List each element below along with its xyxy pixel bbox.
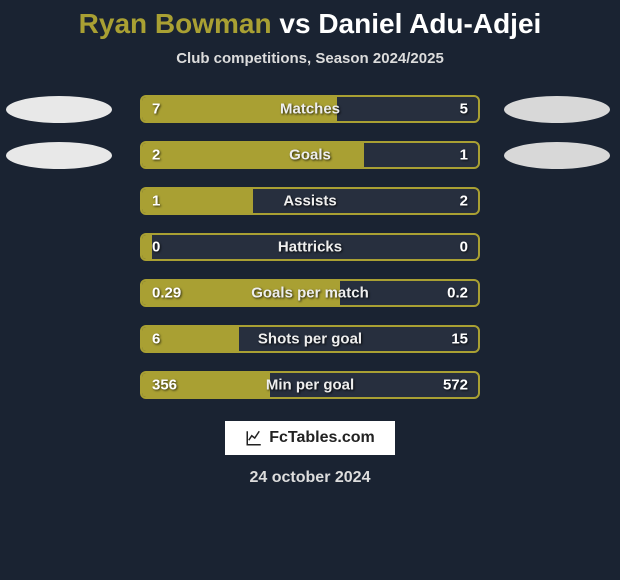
stat-label: Goals — [289, 147, 331, 164]
player2-value: 0.2 — [447, 285, 468, 302]
stat-row: 356 572 Min per goal — [0, 371, 620, 399]
stat-row: 7 5 Matches — [0, 95, 620, 123]
stat-bar: 0.29 0.2 Goals per match — [140, 279, 480, 307]
stat-label: Hattricks — [278, 239, 342, 256]
player1-value: 0.29 — [152, 285, 181, 302]
stat-bar: 1 2 Assists — [140, 187, 480, 215]
stat-row: 2 1 Goals — [0, 141, 620, 169]
stat-bar: 0 0 Hattricks — [140, 233, 480, 261]
stat-rows: 7 5 Matches 2 1 Goals 1 2 Assists 0 0 Hattricks 0.29… — [0, 95, 620, 399]
stat-label: Assists — [283, 193, 336, 210]
player2-fill — [337, 97, 478, 121]
stat-row: 0 0 Hattricks — [0, 233, 620, 261]
stat-label: Shots per goal — [258, 331, 362, 348]
stat-label: Matches — [280, 101, 340, 118]
stat-bar: 2 1 Goals — [140, 141, 480, 169]
player1-fill — [142, 235, 152, 259]
date-text: 24 october 2024 — [250, 469, 371, 487]
player1-value: 6 — [152, 331, 160, 348]
player2-value: 15 — [451, 331, 468, 348]
player1-value: 356 — [152, 377, 177, 394]
comparison-chart: Ryan Bowman vs Daniel Adu-Adjei Club com… — [0, 0, 620, 580]
stat-bar: 7 5 Matches — [140, 95, 480, 123]
player2-value: 2 — [460, 193, 468, 210]
branding-text: FcTables.com — [269, 429, 375, 447]
stat-bar: 6 15 Shots per goal — [140, 325, 480, 353]
player2-value: 5 — [460, 101, 468, 118]
page-title: Ryan Bowman vs Daniel Adu-Adjei — [79, 8, 542, 40]
player2-badge — [504, 142, 610, 169]
chart-line-icon — [245, 429, 263, 447]
stat-row: 1 2 Assists — [0, 187, 620, 215]
player1-badge — [6, 96, 112, 123]
player2-badge — [504, 96, 610, 123]
player2-value: 1 — [460, 147, 468, 164]
subtitle: Club competitions, Season 2024/2025 — [176, 50, 444, 67]
player1-value: 2 — [152, 147, 160, 164]
player2-value: 572 — [443, 377, 468, 394]
stat-bar: 356 572 Min per goal — [140, 371, 480, 399]
player1-name: Ryan Bowman — [79, 8, 272, 39]
player2-name: Daniel Adu-Adjei — [318, 8, 541, 39]
stat-label: Goals per match — [251, 285, 369, 302]
player1-badge — [6, 142, 112, 169]
player1-value: 0 — [152, 239, 160, 256]
vs-text: vs — [279, 8, 310, 39]
stat-row: 0.29 0.2 Goals per match — [0, 279, 620, 307]
player1-value: 1 — [152, 193, 160, 210]
stat-label: Min per goal — [266, 377, 354, 394]
player2-value: 0 — [460, 239, 468, 256]
player1-value: 7 — [152, 101, 160, 118]
branding: FcTables.com — [225, 421, 395, 455]
stat-row: 6 15 Shots per goal — [0, 325, 620, 353]
